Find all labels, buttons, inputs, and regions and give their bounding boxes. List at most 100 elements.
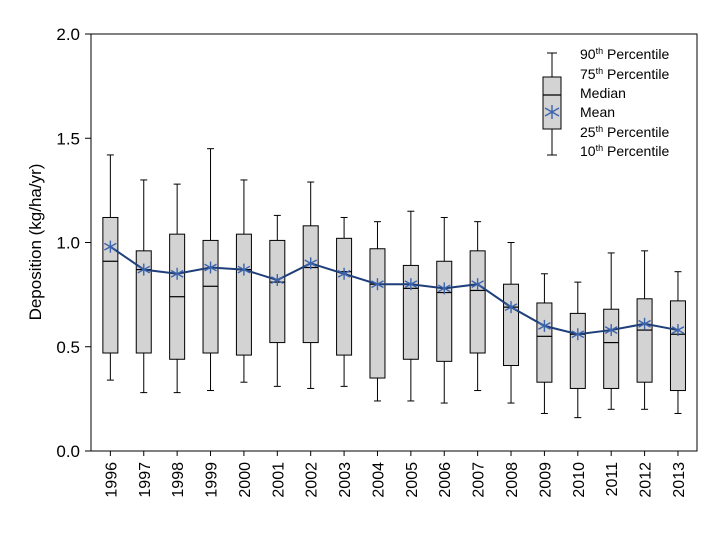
box-2007 [469,221,486,392]
mean-marker-2013 [671,324,685,337]
mean-marker-stroke [437,284,451,293]
mean-marker-2010 [571,328,585,341]
box-iqr [669,300,686,392]
box-1998 [169,183,186,394]
box-iqr [102,216,119,354]
mean-marker-2006 [437,282,451,295]
y-tick-label: 1.5 [56,129,80,148]
x-tick-label: 2006 [437,462,454,498]
mean-marker-stroke [404,280,418,289]
x-tick-label: 2012 [638,462,655,498]
mean-marker-1998 [170,267,184,280]
box-iqr [135,250,152,354]
y-tick-label: 2.0 [56,25,80,44]
mean-marker-2009 [538,319,551,332]
mean-marker-stroke [671,326,685,334]
x-tick-label: 2003 [337,462,354,498]
legend-p75: 75th Percentile [580,66,669,82]
box-1996 [102,154,119,381]
box-iqr [469,250,486,354]
mean-marker-stroke [571,330,585,339]
mean-marker-2002 [304,257,318,270]
legend-p90: 90th Percentile [580,46,669,62]
mean-marker-stroke [538,321,551,330]
mean-marker-stroke [104,242,117,251]
mean-marker-stroke [638,319,651,328]
box-2004 [369,221,386,402]
mean-marker-2004 [371,278,384,291]
box-iqr [436,260,453,362]
mean-marker-stroke [270,276,284,284]
x-tick-label: 1996 [103,462,120,498]
box-2005 [402,210,419,402]
x-tick-label: 2009 [537,462,554,498]
mean-marker-stroke [137,265,151,274]
box-2012 [636,250,653,410]
box-2003 [336,216,353,387]
box-iqr [336,237,353,356]
box-iqr [569,312,586,389]
legend-p25: 25th Percentile [580,124,669,140]
box-iqr [302,225,319,344]
mean-marker-stroke [304,259,318,268]
box-iqr [536,302,553,383]
mean-marker-stroke [504,303,518,312]
mean-line [109,245,679,336]
legend-box [542,76,562,130]
mean-marker-stroke [471,280,484,289]
box-2000 [235,179,252,383]
x-tick-label: 1999 [204,462,221,498]
legend-mean: Mean [580,104,615,120]
legend-p10: 10th Percentile [580,143,669,159]
legend-symbol [542,52,562,156]
x-tick-label: 2011 [604,462,621,497]
x-tick-label: 1998 [170,462,187,498]
mean-marker-1996 [104,240,117,253]
mean-marker-2007 [471,278,484,291]
x-tick-label: 2010 [571,462,588,498]
mean-marker-stroke [604,326,618,334]
box-iqr [235,233,252,356]
box-iqr [369,248,386,379]
box-2009 [536,273,553,414]
box-1997 [135,179,152,394]
mean-marker-2003 [337,267,351,280]
mean-marker-2000 [237,263,251,276]
box-iqr [202,239,219,354]
mean-marker-1997 [137,263,151,276]
mean-marker-stroke [170,269,184,278]
legend-mean-marker [544,105,560,119]
mean-marker-stroke [371,280,384,289]
mean-marker-stroke [337,269,351,278]
y-axis-label: Deposition (kg/ha/yr) [26,164,45,321]
mean-marker-stroke [204,263,217,272]
y-axis-ticks: 0.0 0.5 1.0 1.5 2.0 [56,25,91,461]
y-tick-label: 1.0 [56,234,80,253]
x-tick-label: 1997 [137,462,154,498]
mean-marker-2012 [638,317,651,330]
x-tick-label: 2008 [504,462,521,498]
box-series [102,148,686,419]
mean-marker-2001 [270,274,284,287]
x-tick-label: 2002 [304,462,321,498]
x-tick-label: 2004 [370,462,387,498]
plot-area [90,33,698,452]
x-tick-label: 2007 [471,462,488,498]
x-tick-label: 2005 [404,462,421,498]
box-iqr [603,308,620,389]
box-iqr [503,283,520,367]
mean-marker-2011 [604,324,618,337]
x-tick-label: 2000 [237,462,254,498]
x-axis-ticks: 1996 1997 1998 1999 2000 2001 2002 2003 2004 2005… [103,451,688,498]
mean-marker-2008 [504,301,518,314]
x-tick-label: 2013 [671,462,688,498]
x-tick-label: 2001 [270,462,287,498]
mean-marker-stroke [237,265,251,274]
y-tick-label: 0.5 [56,338,80,357]
legend-median: Median [580,85,626,101]
mean-series [104,240,685,341]
box-iqr [269,239,286,344]
legend: 90th Percentile 75th Percentile Median M… [542,46,669,159]
mean-marker-1999 [204,261,217,274]
